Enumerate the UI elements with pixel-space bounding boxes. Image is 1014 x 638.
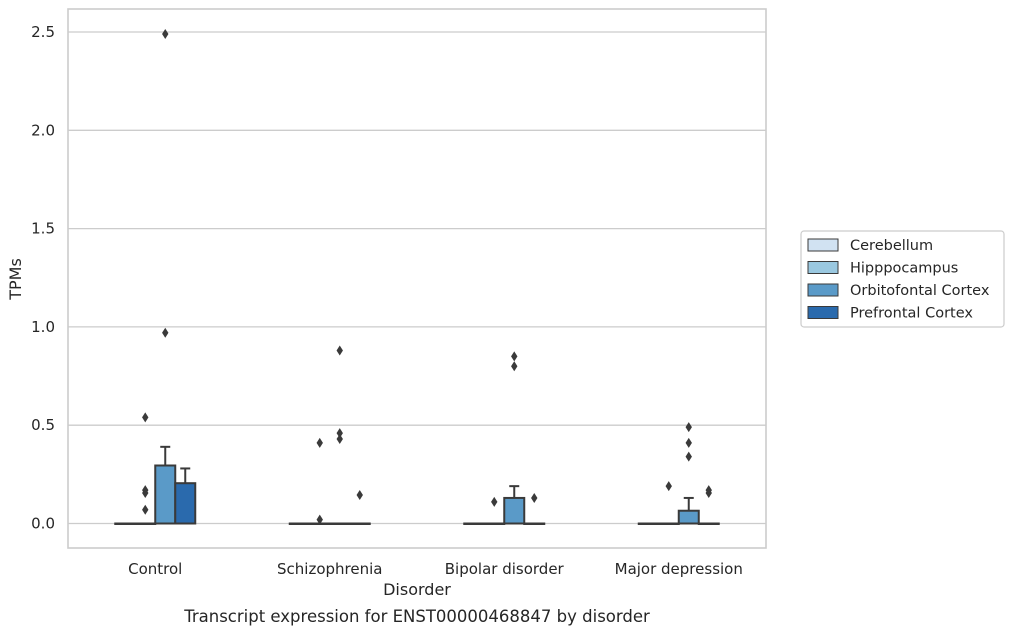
outlier-point	[665, 481, 672, 492]
x-tick-label: Major depression	[615, 560, 743, 578]
box-1-0	[288, 522, 311, 525]
outlier-point	[531, 492, 538, 503]
outlier-point	[511, 361, 518, 372]
box	[174, 482, 197, 525]
outlier-point	[162, 28, 169, 39]
legend-frame	[800, 230, 1005, 328]
outlier-point	[685, 422, 692, 433]
y-gridlines	[68, 31, 766, 525]
box-0-2	[154, 28, 177, 525]
box-3-1	[657, 481, 680, 525]
legend: Cerebellum Hipppocampus Orbitofontal Corte…	[800, 230, 1005, 328]
outlier-point	[316, 437, 323, 448]
outlier-point	[336, 345, 343, 356]
box-2-1	[483, 496, 506, 525]
outlier-point	[336, 428, 343, 439]
box-plot-marks	[114, 28, 720, 525]
plot-area	[67, 8, 767, 549]
outlier-point	[356, 489, 363, 500]
outlier-point	[685, 437, 692, 448]
y-tick-label: 2.5	[31, 23, 55, 41]
legend-entry-label: Hipppocampus	[850, 261, 958, 277]
box-3-2	[677, 422, 700, 525]
outlier-point	[142, 488, 149, 499]
legend-swatch	[807, 283, 839, 297]
outlier-point	[316, 514, 323, 525]
y-tick-label: 0.5	[31, 416, 55, 434]
y-axis-label: TPMs	[6, 258, 25, 301]
box-0-3	[174, 467, 197, 525]
x-tick-label: Schizophrenia	[277, 560, 382, 578]
box	[677, 509, 700, 525]
outlier-point	[491, 496, 498, 507]
box-0-0	[114, 522, 137, 525]
y-tick-labels: 0.0 0.5 1.0 1.5 2.0 2.5	[31, 23, 55, 533]
box-3-0	[637, 522, 660, 525]
outlier-point	[705, 488, 712, 499]
y-tick-label: 2.0	[31, 121, 55, 139]
y-tick-label: 1.5	[31, 220, 55, 238]
legend-entry-label: Orbitofontal Cortex	[850, 283, 990, 299]
x-tick-label: Bipolar disorder	[445, 560, 565, 578]
box-0-1	[134, 412, 157, 525]
legend-swatch	[807, 238, 839, 252]
legend-entry-label: Cerebellum	[850, 238, 933, 254]
y-tick-label: 1.0	[31, 318, 55, 336]
box-2-2	[503, 351, 526, 525]
x-axis-label: Disorder	[383, 580, 451, 599]
x-tick-labels: Control Schizophrenia Bipolar disorder Majo…	[128, 560, 743, 578]
legend-swatch	[807, 306, 839, 319]
chart-caption: Transcript expression for ENST0000046884…	[183, 607, 650, 626]
box-2-0	[463, 522, 486, 525]
box-3-3	[697, 485, 720, 525]
outlier-point	[336, 433, 343, 444]
box	[154, 464, 177, 525]
box-2-3	[523, 492, 546, 525]
outlier-point	[685, 451, 692, 462]
box	[503, 496, 526, 525]
outlier-point	[142, 504, 149, 515]
outlier-point	[511, 351, 518, 362]
y-tick-label: 0.0	[31, 515, 55, 533]
box-1-1	[308, 437, 331, 525]
x-tick-label: Control	[128, 560, 182, 578]
outlier-point	[162, 327, 169, 338]
box-1-3	[348, 489, 371, 525]
legend-swatch	[807, 261, 839, 274]
legend-entry-label: Prefrontal Cortex	[850, 306, 973, 322]
box-1-2	[328, 345, 351, 525]
outlier-point	[142, 412, 149, 423]
